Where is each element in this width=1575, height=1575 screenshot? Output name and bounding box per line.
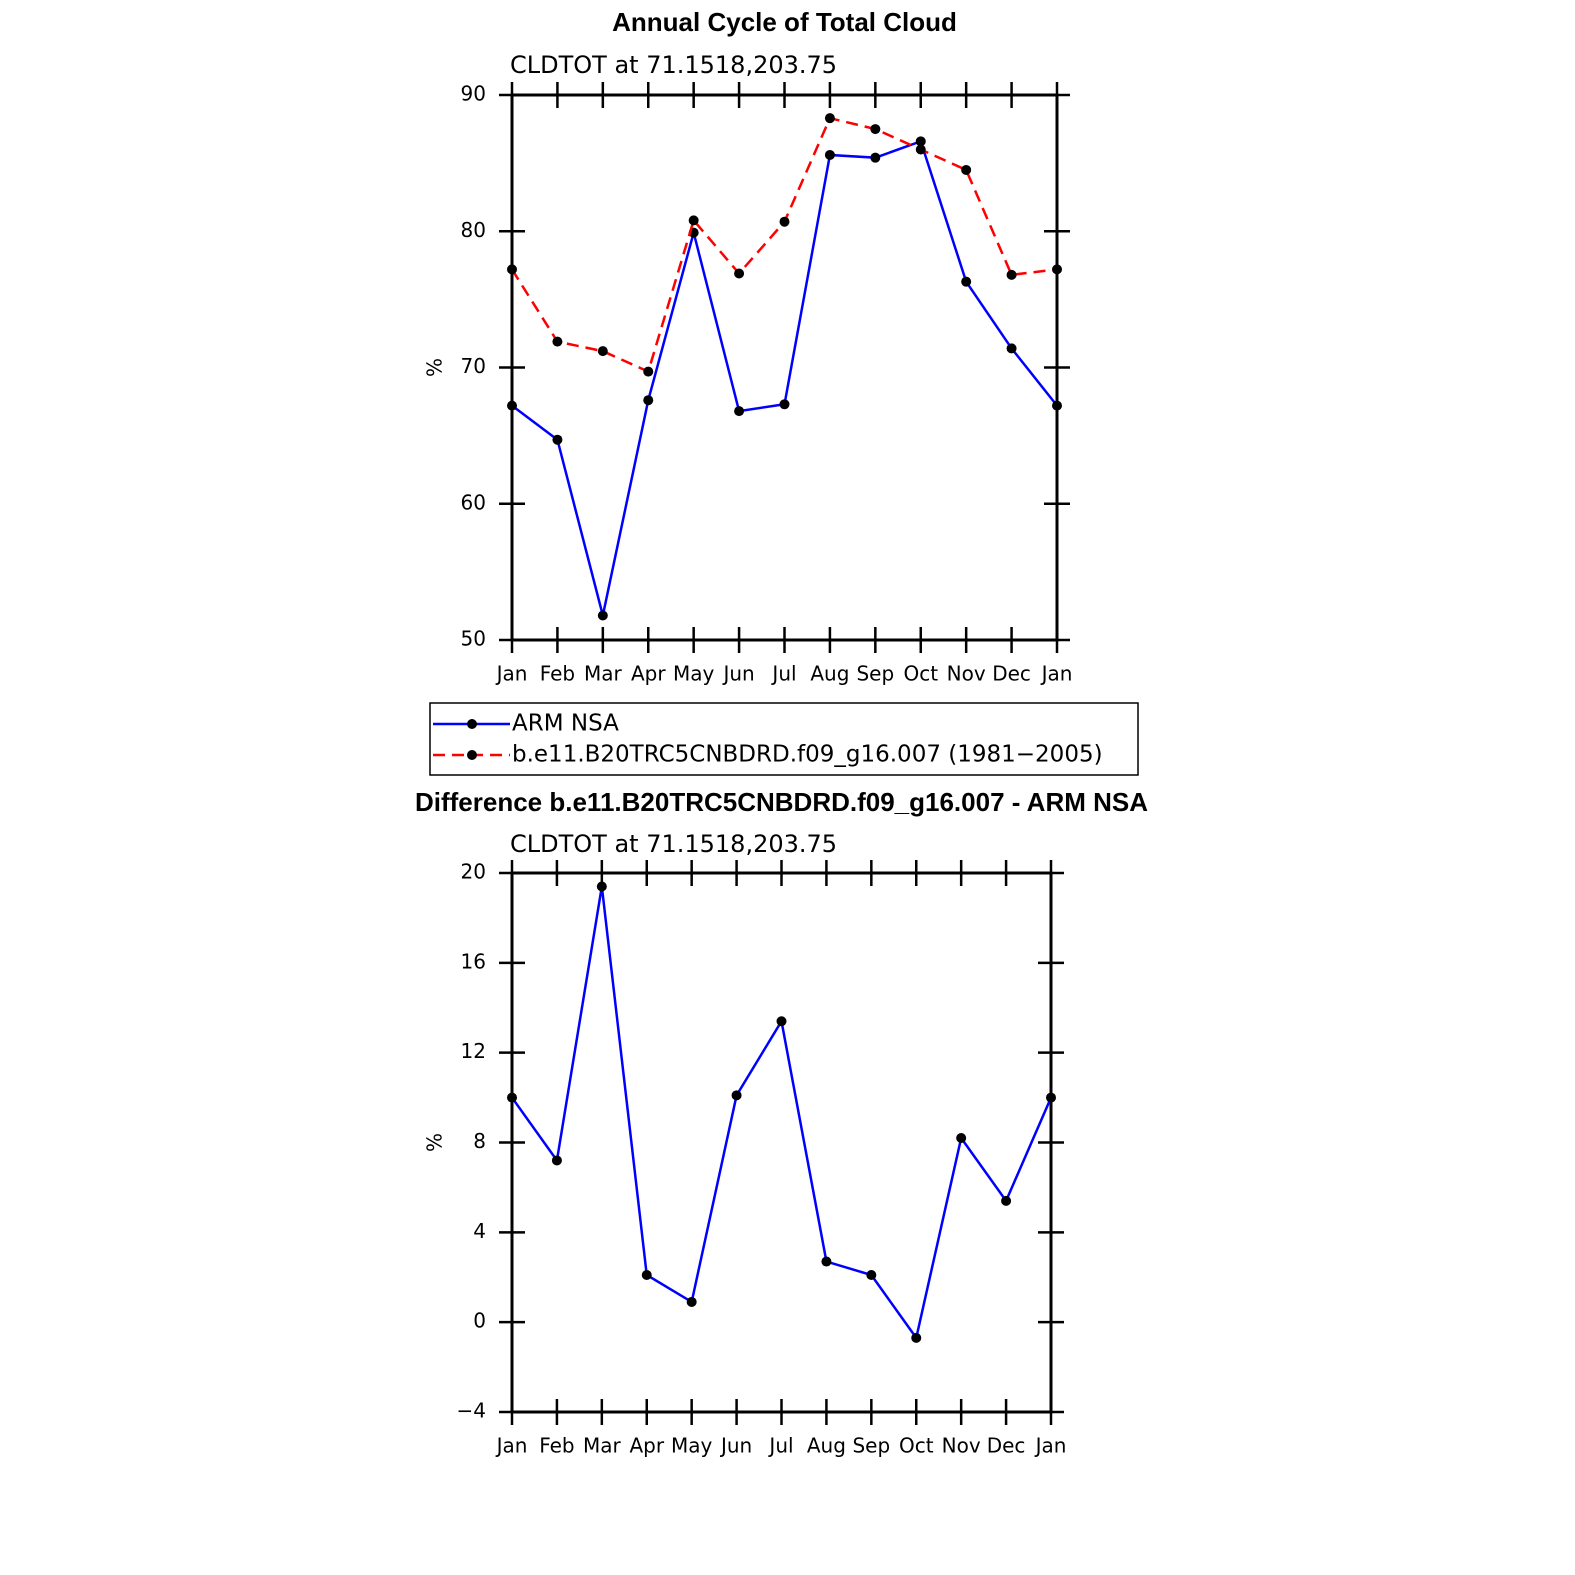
point	[552, 434, 563, 445]
x-tick-label: Oct	[903, 662, 938, 686]
x-tick-label: Feb	[539, 1434, 574, 1458]
x-tick-label: Mar	[584, 662, 623, 686]
legend-marker	[467, 750, 477, 760]
y-tick-label: 60	[461, 490, 486, 514]
x-tick-label: Apr	[629, 1434, 664, 1458]
x-tick-label: Jan	[495, 1434, 528, 1458]
point	[824, 149, 835, 160]
point	[1052, 264, 1062, 275]
point	[824, 113, 835, 124]
point	[779, 216, 790, 227]
point	[643, 395, 654, 406]
legend-label: b.e11.B20TRC5CNBDRD.f09_g16.007 (1981−20…	[512, 742, 1103, 768]
x-tick-label: Mar	[583, 1434, 622, 1458]
x-tick-label: Aug	[810, 662, 849, 686]
x-tick-label: Aug	[807, 1434, 846, 1458]
x-tick-label: Dec	[987, 1434, 1026, 1458]
point	[552, 336, 563, 347]
point	[1046, 1092, 1056, 1103]
point	[734, 406, 745, 417]
point	[956, 1133, 967, 1144]
chart-subtitle: CLDTOT at 71.1518,203.75	[510, 830, 837, 858]
point	[911, 1332, 922, 1343]
y-tick-label: 80	[461, 218, 486, 242]
x-tick-label: Sep	[856, 662, 894, 686]
point	[596, 881, 607, 892]
x-tick-label: Nov	[942, 1434, 981, 1458]
y-tick-label: 90	[461, 82, 486, 106]
point	[1006, 343, 1017, 354]
y-tick-label: 12	[461, 1039, 486, 1063]
x-tick-label: Jan	[495, 662, 528, 686]
y-axis-label: %	[423, 1133, 447, 1152]
point	[734, 268, 745, 279]
y-tick-label: 8	[473, 1129, 486, 1153]
y-tick-label: 0	[473, 1309, 486, 1333]
chart-title: Annual Cycle of Total Cloud	[612, 7, 957, 37]
point	[551, 1155, 562, 1166]
x-tick-label: Jun	[719, 1434, 752, 1458]
x-tick-label: Feb	[540, 662, 575, 686]
x-tick-label: Oct	[899, 1434, 934, 1458]
chart-subtitle: CLDTOT at 71.1518,203.75	[510, 51, 837, 79]
series-line	[511, 139, 1058, 616]
point	[1006, 269, 1017, 280]
point	[641, 1270, 652, 1281]
point	[1052, 400, 1062, 411]
legend-box	[429, 702, 1139, 776]
point	[870, 152, 881, 163]
point	[779, 399, 790, 410]
point	[776, 1016, 787, 1027]
point	[731, 1090, 742, 1101]
point	[507, 1092, 517, 1103]
legend-marker	[467, 719, 477, 729]
point	[597, 346, 608, 357]
point	[866, 1270, 877, 1281]
point	[597, 610, 608, 621]
point	[961, 276, 972, 287]
x-tick-label: May	[673, 662, 715, 686]
point	[915, 144, 926, 155]
y-axis-label: %	[423, 358, 447, 377]
y-tick-label: −4	[457, 1399, 486, 1423]
y-tick-label: 50	[461, 627, 486, 651]
x-tick-label: Apr	[631, 662, 666, 686]
point	[915, 136, 926, 147]
x-tick-label: Nov	[947, 662, 986, 686]
x-tick-label: Jun	[721, 662, 754, 686]
point	[507, 400, 517, 411]
point	[870, 124, 881, 135]
point	[686, 1296, 697, 1307]
x-tick-label: Jan	[1034, 1434, 1067, 1458]
x-tick-label: Jul	[767, 1434, 793, 1458]
plot-frame	[510, 871, 1053, 1414]
y-tick-label: 20	[461, 860, 486, 884]
x-tick-label: Jan	[1040, 662, 1073, 686]
y-tick-label: 70	[461, 354, 486, 378]
y-tick-label: 16	[461, 949, 486, 973]
point	[643, 366, 654, 377]
point	[688, 215, 699, 226]
x-tick-label: Dec	[992, 662, 1031, 686]
legend-label: ARM NSA	[512, 711, 619, 737]
series-line	[510, 886, 1053, 1341]
point	[507, 264, 517, 275]
series-line	[510, 116, 1058, 374]
point	[821, 1256, 832, 1267]
chart-title: Difference b.e11.B20TRC5CNBDRD.f09_g16.0…	[415, 787, 1148, 817]
point	[961, 164, 972, 175]
point	[1001, 1195, 1012, 1206]
plot-frame	[510, 93, 1059, 642]
x-tick-label: Jul	[770, 662, 796, 686]
x-tick-label: May	[671, 1434, 713, 1458]
y-tick-label: 4	[473, 1219, 486, 1243]
x-tick-label: Sep	[852, 1434, 890, 1458]
